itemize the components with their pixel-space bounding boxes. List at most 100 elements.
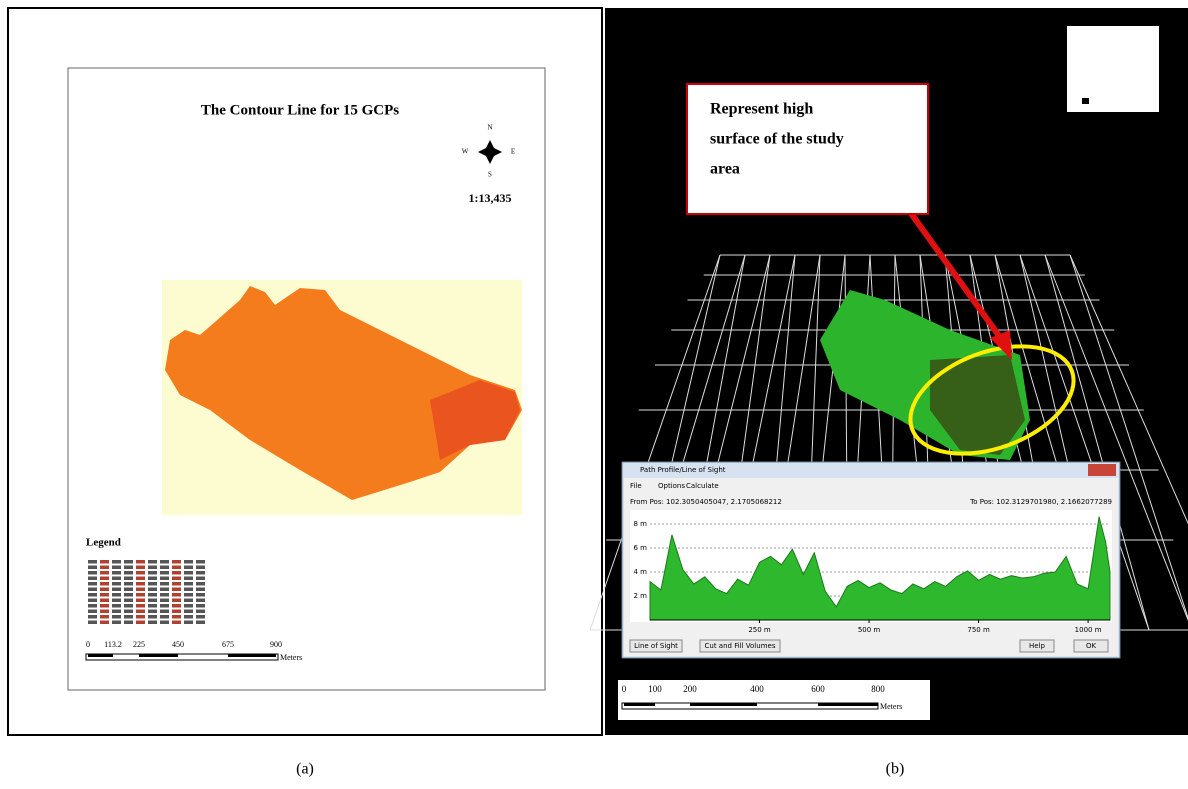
legend-swatch [112,615,121,619]
legend-swatch [196,560,205,564]
menu-item[interactable]: Options [658,482,685,490]
compass-e: E [511,148,515,156]
scale-label: 675 [222,640,234,649]
legend-swatch [184,588,193,592]
legend-swatch [100,610,109,614]
window-title: Path Profile/Line of Sight [640,466,726,474]
legend-swatch [196,577,205,581]
legend-swatch [124,560,133,564]
button-label[interactable]: OK [1086,642,1097,650]
scale-label: 0 [86,640,90,649]
legend-title: Legend [86,537,121,549]
legend-swatch [148,621,157,625]
legend-swatch [136,571,145,575]
button-label[interactable]: Line of Sight [634,642,678,650]
legend-swatch [136,566,145,570]
legend-swatch [124,577,133,581]
legend-swatch [160,566,169,570]
legend-swatch [100,593,109,597]
legend-swatch [100,577,109,581]
scale-segment [818,703,878,706]
legend-swatch [196,571,205,575]
annotation-line: Represent high [710,101,813,118]
legend-swatch [172,604,181,608]
legend-swatch [172,593,181,597]
scale-label: 200 [683,684,697,694]
legend-swatch [88,599,97,603]
y-tick-label: 2 m [634,592,648,600]
legend-swatch [148,571,157,575]
legend-swatch [172,582,181,586]
x-tick-label: 250 m [748,626,771,634]
legend-swatch [124,582,133,586]
legend-swatch [112,582,121,586]
legend-swatch [172,571,181,575]
legend-swatch [196,604,205,608]
legend-swatch [112,571,121,575]
y-tick-label: 8 m [634,520,648,528]
compass-w: W [462,148,469,156]
legend-swatch [124,571,133,575]
legend-swatch [160,621,169,625]
legend-swatch [100,588,109,592]
legend-swatch [88,604,97,608]
legend-swatch [112,604,121,608]
legend-swatch [160,582,169,586]
annotation-line: area [710,161,740,178]
legend-swatch [196,588,205,592]
legend-swatch [160,604,169,608]
legend-swatch [148,593,157,597]
legend-swatch [112,621,121,625]
legend-swatch [112,593,121,597]
legend-swatch [160,560,169,564]
menu-item[interactable]: File [630,482,642,490]
legend-swatch [136,577,145,581]
legend-swatch [100,566,109,570]
legend-swatch [184,593,193,597]
scale-label: 400 [750,684,764,694]
map-title: The Contour Line for 15 GCPs [201,102,399,118]
legend-swatch [196,593,205,597]
compass-s: S [488,171,492,179]
legend-swatch [112,588,121,592]
legend-swatch [124,588,133,592]
legend-swatch [160,593,169,597]
scale-unit-a: Meters [280,653,302,662]
legend-swatch [88,582,97,586]
scale-segment [624,703,655,706]
legend-swatch [172,599,181,603]
legend-swatch [124,610,133,614]
legend-swatch [136,615,145,619]
legend-swatch [88,560,97,564]
legend-swatch [172,610,181,614]
legend-swatch [184,566,193,570]
scale-segment [88,654,113,657]
to-pos: To Pos: 102.3129701980, 2.1662077289 [969,498,1112,506]
annotation-line: surface of the study [710,131,844,148]
scale-label: 450 [172,640,184,649]
legend-swatch [160,571,169,575]
legend-swatch [136,582,145,586]
legend-swatch [172,577,181,581]
legend-swatch [184,610,193,614]
legend-swatch [148,566,157,570]
close-button[interactable] [1088,464,1116,476]
scale-label: 800 [871,684,885,694]
compass-n: N [487,124,492,132]
legend-swatch [136,604,145,608]
legend-swatch [148,615,157,619]
legend-swatch [148,560,157,564]
menu-item[interactable]: Calculate [686,482,719,490]
button-label[interactable]: Cut and Fill Volumes [705,642,776,650]
legend-swatch [172,566,181,570]
button-label[interactable]: Help [1029,642,1046,650]
legend-swatch [136,610,145,614]
legend-swatch [100,560,109,564]
legend-swatch [88,610,97,614]
legend-swatch [124,566,133,570]
legend-swatch [172,588,181,592]
legend-swatch [184,560,193,564]
page: The Contour Line for 15 GCPs N S E W 1:1… [0,0,1188,784]
legend-swatch [88,621,97,625]
